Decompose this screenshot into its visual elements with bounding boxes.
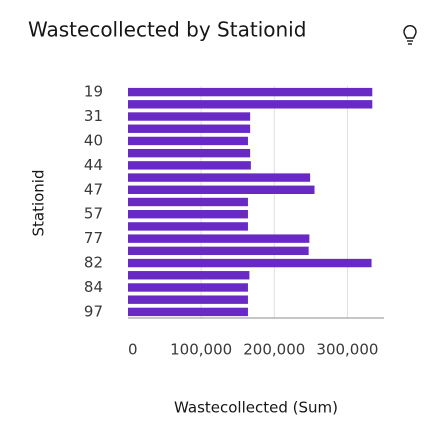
- bar: [128, 112, 251, 121]
- bar: [128, 234, 310, 243]
- bar: [128, 283, 248, 292]
- x-tick-label: 300,000: [316, 341, 378, 359]
- y-tick-label: 47: [84, 180, 103, 198]
- y-axis-label: Stationid: [30, 169, 48, 236]
- x-tick-label: 100,000: [170, 341, 232, 359]
- bar: [128, 100, 373, 109]
- bar: [128, 136, 248, 146]
- bar: [128, 271, 250, 280]
- bar: [128, 148, 251, 158]
- x-axis-label: Wastecollected (Sum): [174, 399, 338, 417]
- bar: [128, 246, 309, 256]
- bar: [128, 258, 372, 268]
- y-tick-label: 44: [84, 156, 103, 174]
- y-tick-label: 84: [84, 278, 103, 296]
- y-tick-label: 97: [84, 302, 103, 320]
- bar: [128, 161, 251, 170]
- x-tick-label: 200,000: [243, 341, 305, 359]
- bar: [128, 222, 248, 231]
- bar: [128, 210, 248, 219]
- bar: [128, 87, 373, 97]
- y-tick-label: 19: [84, 83, 103, 101]
- bar: [128, 197, 248, 207]
- y-tick-label: 40: [84, 131, 103, 149]
- x-tick-label: 0: [128, 341, 138, 359]
- bar: [128, 295, 248, 304]
- insight-icon[interactable]: [403, 25, 417, 45]
- y-tick-label: 82: [84, 254, 103, 272]
- y-tick-label: 77: [84, 229, 103, 247]
- bar: [128, 185, 315, 194]
- y-tick-label: 57: [84, 205, 103, 223]
- chart-title: Wastecollected by Stationid: [28, 18, 306, 42]
- bar: [128, 173, 311, 182]
- bar: [128, 124, 251, 133]
- bar: [128, 307, 248, 317]
- y-tick-label: 31: [84, 107, 103, 125]
